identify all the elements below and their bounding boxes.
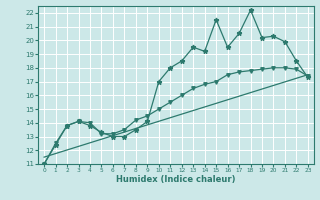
X-axis label: Humidex (Indice chaleur): Humidex (Indice chaleur) — [116, 175, 236, 184]
